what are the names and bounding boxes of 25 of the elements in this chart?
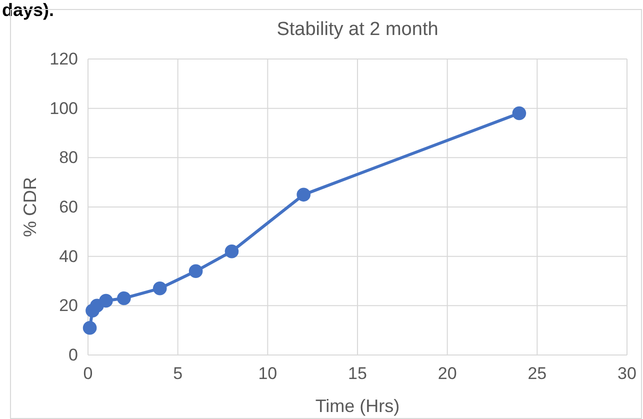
y-tick-label: 40 (59, 246, 78, 266)
point (99, 294, 113, 308)
point (188, 264, 203, 278)
chart-title: Stability at 2 month (276, 19, 438, 40)
y-tick-label: 20 (59, 296, 78, 316)
point (224, 244, 239, 258)
y-axis-title: % CDR (20, 176, 40, 238)
x-tick-label: 30 (618, 364, 636, 384)
x-tick-label: 5 (173, 364, 183, 384)
y-tick-label: 120 (50, 49, 78, 68)
point (152, 282, 167, 296)
x-tick-label: 20 (438, 364, 457, 384)
y-tick-label: 80 (59, 148, 78, 168)
point (117, 291, 131, 306)
x-tick-label: 15 (348, 364, 367, 384)
point (82, 320, 97, 335)
y-tick-label: 0 (68, 345, 78, 364)
x-tick-label: 10 (258, 364, 278, 384)
point (512, 106, 526, 120)
y-tick-label: 100 (50, 98, 78, 118)
x-tick-label: 25 (528, 364, 547, 384)
x-tick-label: 0 (83, 364, 93, 384)
y-tick-label: 60 (59, 197, 78, 216)
x-axis-title: Time (Hrs) (315, 396, 400, 416)
point (296, 188, 311, 202)
